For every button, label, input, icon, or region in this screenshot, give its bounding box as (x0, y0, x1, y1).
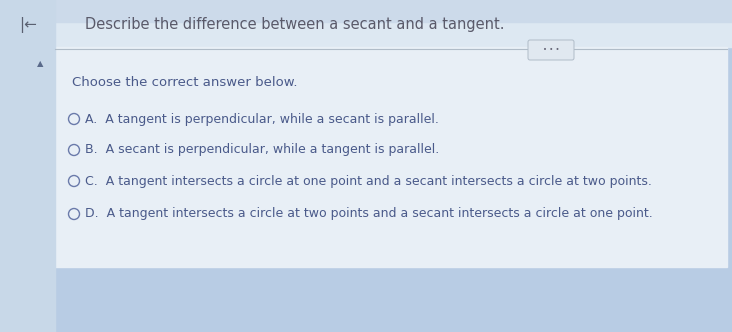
Text: D.  A tangent intersects a circle at two points and a secant intersects a circle: D. A tangent intersects a circle at two … (85, 208, 653, 220)
Text: |←: |← (19, 17, 37, 33)
Bar (0, 0, 732, 22)
Text: • • •: • • • (542, 47, 559, 53)
Text: A.  A tangent is perpendicular, while a secant is parallel.: A. A tangent is perpendicular, while a s… (85, 113, 439, 125)
Text: Choose the correct answer below.: Choose the correct answer below. (72, 75, 297, 89)
Bar (0, 0, 55, 332)
Bar (0, 0, 732, 47)
FancyBboxPatch shape (528, 40, 574, 60)
Text: C.  A tangent intersects a circle at one point and a secant intersects a circle : C. A tangent intersects a circle at one … (85, 175, 652, 188)
Text: ▲: ▲ (37, 59, 43, 68)
Text: Describe the difference between a secant and a tangent.: Describe the difference between a secant… (85, 18, 504, 33)
Text: B.  A secant is perpendicular, while a tangent is parallel.: B. A secant is perpendicular, while a ta… (85, 143, 439, 156)
Bar (55, 47, 727, 267)
